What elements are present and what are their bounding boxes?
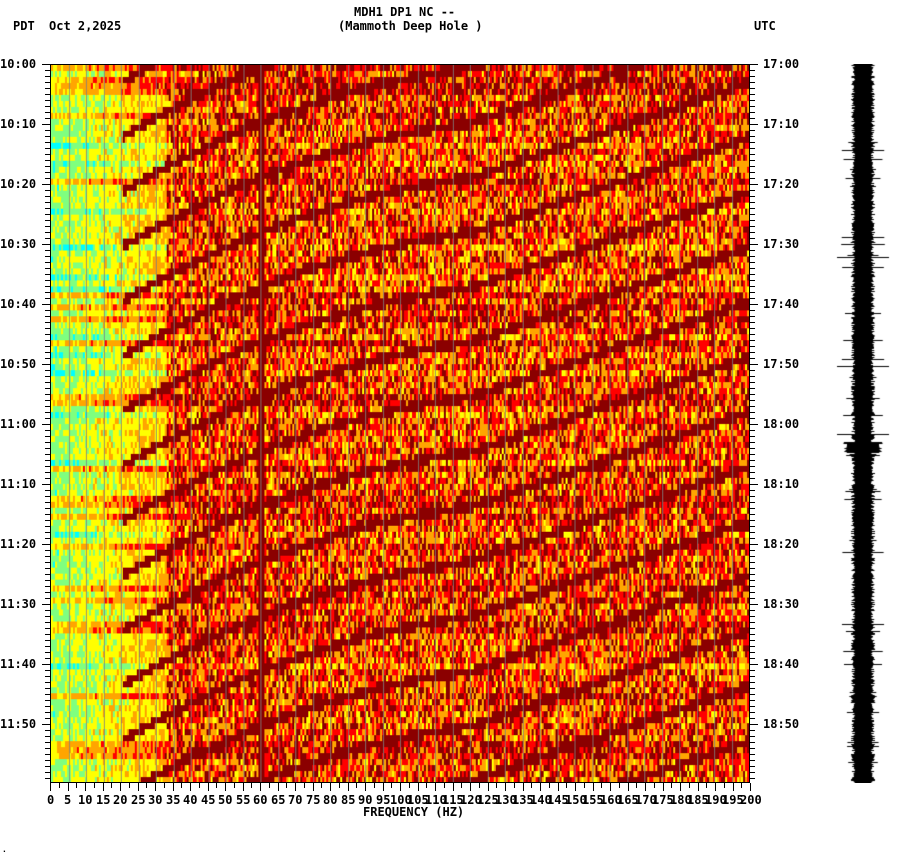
y-tick-left: 10:10 (0, 117, 37, 131)
y-tick-right: 18:00 (763, 417, 800, 431)
left-timezone: PDT (13, 19, 35, 33)
x-tick: 35 (166, 793, 181, 807)
x-tick: 180 (670, 793, 692, 807)
station-title: MDH1 DP1 NC -- (354, 5, 456, 19)
x-tick: 40 (183, 793, 198, 807)
x-tick: 75 (306, 793, 321, 807)
x-axis-label: FREQUENCY (HZ) (363, 805, 465, 819)
x-tick: 170 (635, 793, 657, 807)
spectrogram-canvas (51, 65, 749, 782)
x-tick: 60 (253, 793, 268, 807)
x-tick: 20 (113, 793, 128, 807)
y-tick-left: 11:00 (0, 417, 37, 431)
x-tick: 30 (148, 793, 163, 807)
x-tick: 175 (652, 793, 674, 807)
y-tick-left: 11:30 (0, 597, 37, 611)
x-tick: 140 (530, 793, 552, 807)
x-tick: 55 (236, 793, 251, 807)
y-tick-right: 17:40 (763, 297, 800, 311)
x-tick: 115 (442, 793, 464, 807)
x-tick: 90 (358, 793, 373, 807)
y-tick-left: 11:20 (0, 537, 37, 551)
footer-mark: · (2, 847, 7, 856)
x-tick: 85 (341, 793, 356, 807)
x-tick: 0 (47, 793, 55, 807)
y-tick-right: 18:20 (763, 537, 800, 551)
x-tick: 5 (64, 793, 72, 807)
x-tick: 95 (376, 793, 391, 807)
y-tick-right: 17:10 (763, 117, 800, 131)
y-tick-right: 18:30 (763, 597, 800, 611)
seismogram-trace (836, 64, 890, 783)
y-tick-left: 10:30 (0, 237, 37, 251)
date-label: Oct 2,2025 (49, 19, 122, 33)
y-tick-right: 17:30 (763, 237, 800, 251)
x-tick: 80 (323, 793, 338, 807)
right-timezone: UTC (754, 19, 776, 33)
x-tick: 200 (740, 793, 762, 807)
x-tick: 70 (288, 793, 303, 807)
y-tick-left: 11:10 (0, 477, 37, 491)
x-tick: 190 (705, 793, 727, 807)
x-tick: 185 (687, 793, 709, 807)
x-tick: 165 (617, 793, 639, 807)
y-tick-right: 17:50 (763, 357, 800, 371)
y-tick-left: 10:00 (0, 57, 37, 71)
x-tick: 125 (477, 793, 499, 807)
spectrogram (50, 64, 750, 783)
x-tick: 45 (201, 793, 216, 807)
x-tick: 105 (407, 793, 429, 807)
y-tick-left: 10:20 (0, 177, 37, 191)
y-tick-left: 11:50 (0, 717, 37, 731)
y-tick-right: 18:50 (763, 717, 800, 731)
x-tick: 135 (512, 793, 534, 807)
x-tick: 65 (271, 793, 286, 807)
x-tick: 100 (390, 793, 412, 807)
y-tick-right: 17:00 (763, 57, 800, 71)
x-tick: 160 (600, 793, 622, 807)
x-tick: 155 (582, 793, 604, 807)
y-tick-right: 18:10 (763, 477, 800, 491)
x-tick: 130 (495, 793, 517, 807)
x-tick: 25 (131, 793, 146, 807)
y-tick-right: 17:20 (763, 177, 800, 191)
x-tick: 50 (218, 793, 233, 807)
x-tick: 120 (460, 793, 482, 807)
y-tick-left: 10:40 (0, 297, 37, 311)
x-tick: 15 (96, 793, 111, 807)
x-tick: 150 (565, 793, 587, 807)
location-title: (Mammoth Deep Hole ) (338, 19, 483, 33)
x-tick: 195 (722, 793, 744, 807)
x-tick: 10 (78, 793, 93, 807)
x-tick: 145 (547, 793, 569, 807)
x-tick: 110 (425, 793, 447, 807)
y-tick-left: 10:50 (0, 357, 37, 371)
y-tick-right: 18:40 (763, 657, 800, 671)
y-tick-left: 11:40 (0, 657, 37, 671)
